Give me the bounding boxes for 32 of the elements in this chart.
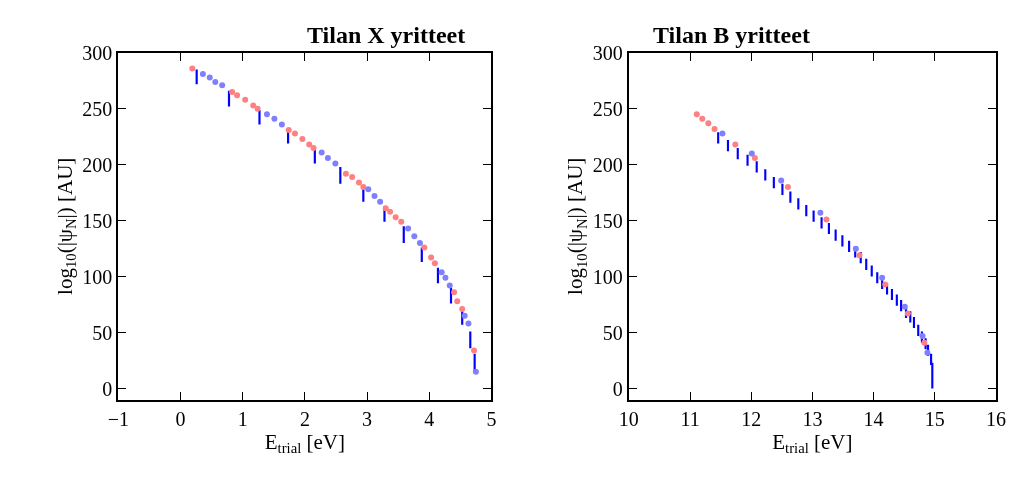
x-tick-label: 0 — [175, 407, 186, 430]
chart-title: Tilan X yritteet — [307, 22, 466, 48]
x-tick-label: 4 — [424, 407, 435, 430]
x-tick-label: 3 — [362, 407, 373, 430]
x-tick-label: 5 — [486, 407, 497, 430]
y-tick-label: 250 — [82, 97, 113, 120]
x-axis-title: E$_{trial}$ [eV] — [264, 429, 345, 457]
x-tick-label: 1 — [237, 407, 248, 430]
y-tick-label: 300 — [82, 41, 113, 64]
x-tick-label: 16 — [985, 407, 1006, 430]
y-tick-label: 300 — [592, 41, 623, 64]
x-tick-label: 12 — [741, 407, 762, 430]
y-tick-label: 50 — [602, 321, 623, 344]
x-tick-label: 13 — [802, 407, 823, 430]
y-tick-label: 100 — [82, 265, 113, 288]
x-tick-label: 15 — [924, 407, 945, 430]
x-tick-label: 2 — [299, 407, 310, 430]
y-tick-label: 100 — [592, 265, 623, 288]
y-tick-label: 200 — [592, 153, 623, 176]
y-tick-label: 50 — [92, 321, 113, 344]
y-tick-label: 0 — [612, 377, 623, 400]
y-tick-label: 250 — [592, 97, 623, 120]
x-tick-label: 14 — [863, 407, 884, 430]
x-tick-label: 11 — [680, 407, 700, 430]
y-tick-label: 150 — [592, 209, 623, 232]
y-tick-label: 200 — [82, 153, 113, 176]
chart-title: Tilan B yritteet — [653, 22, 810, 48]
x-tick-label: 10 — [618, 407, 639, 430]
y-tick-label: 0 — [102, 377, 113, 400]
x-axis-title: E$_{trial}$ [eV] — [772, 429, 853, 457]
y-tick-label: 150 — [82, 209, 113, 232]
x-tick-label: −1 — [107, 407, 129, 430]
